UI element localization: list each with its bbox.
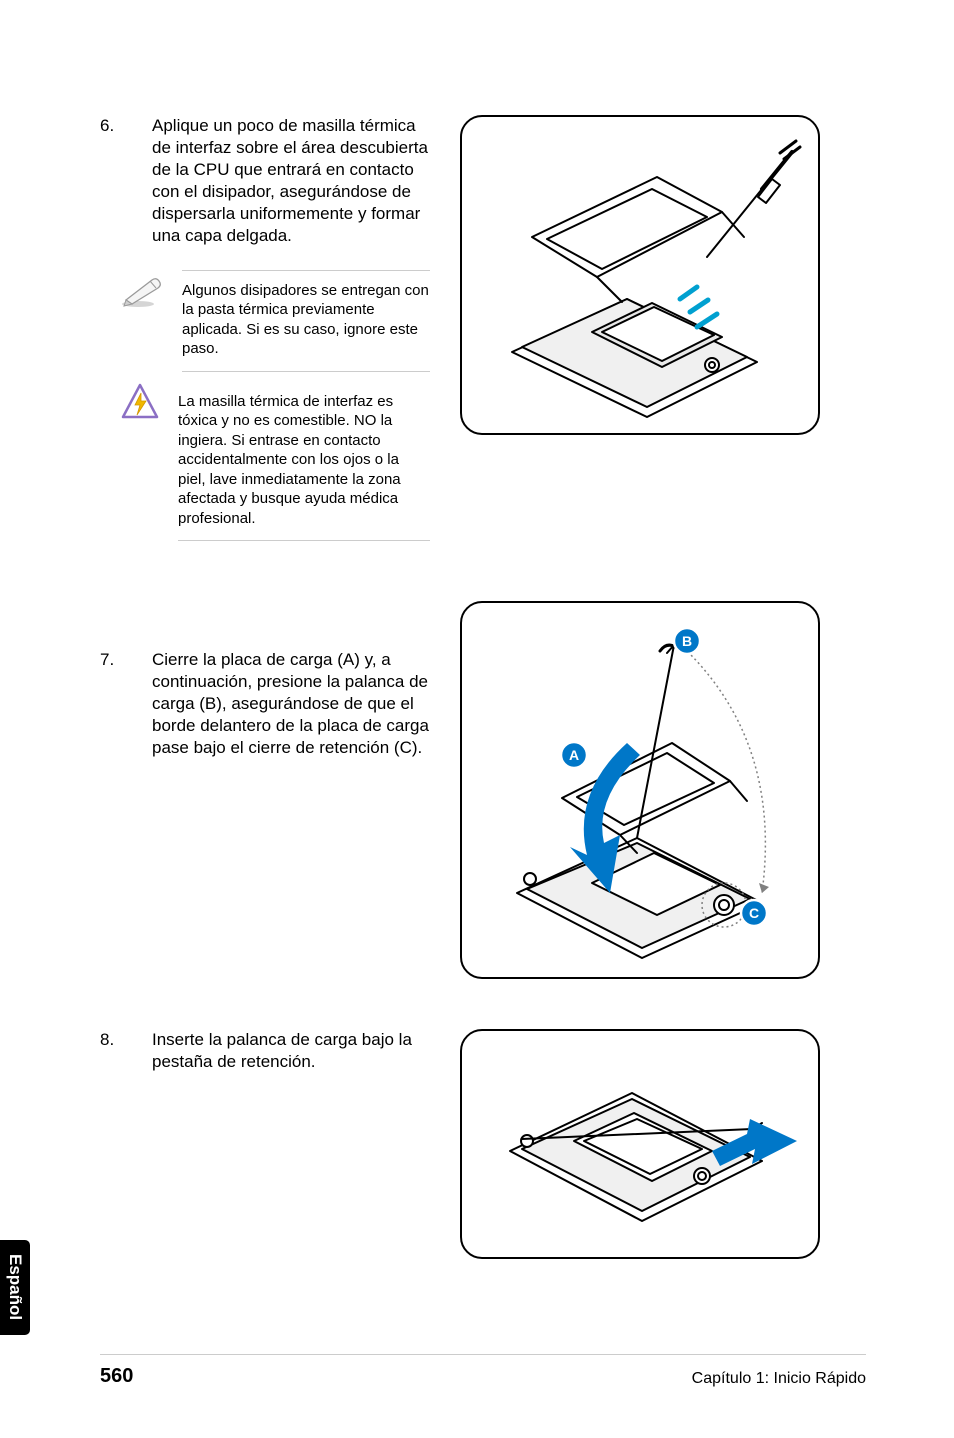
step-7-text: Cierre la placa de carga (A) y, a contin… xyxy=(152,649,430,759)
step-7-number: 7. xyxy=(100,649,124,759)
language-label: Español xyxy=(5,1254,25,1320)
label-a: A xyxy=(569,747,579,763)
note-callout: Algunos disipadores se entregan con la p… xyxy=(120,270,430,372)
page: 6. Aplique un poco de masilla térmica de… xyxy=(0,0,954,1438)
step-8-text: Inserte la palanca de carga bajo la pest… xyxy=(152,1029,430,1073)
step-7-row: 7. Cierre la placa de carga (A) y, a con… xyxy=(100,591,866,979)
lightning-icon xyxy=(120,382,160,422)
step-7-left: 7. Cierre la placa de carga (A) y, a con… xyxy=(100,591,430,979)
step-8-left: 8. Inserte la palanca de carga bajo la p… xyxy=(100,1029,430,1259)
diagram-1-col xyxy=(460,115,830,541)
step-8: 8. Inserte la palanca de carga bajo la p… xyxy=(100,1029,430,1073)
step-6: 6. Aplique un poco de masilla térmica de… xyxy=(100,115,430,248)
language-tab: Español xyxy=(0,1240,30,1335)
step-7: 7. Cierre la placa de carga (A) y, a con… xyxy=(100,649,430,759)
pencil-icon xyxy=(120,270,164,310)
step-6-row: 6. Aplique un poco de masilla térmica de… xyxy=(100,115,866,541)
close-load-plate-diagram: A B C xyxy=(460,601,820,979)
warning-callout: La masilla térmica de interfaz es tóxica… xyxy=(120,382,430,542)
step-8-number: 8. xyxy=(100,1029,124,1073)
label-c: C xyxy=(749,905,759,921)
step-6-text: Aplique un poco de masilla térmica de in… xyxy=(152,115,430,248)
lock-lever-diagram xyxy=(460,1029,820,1259)
diagram-2-col: A B C xyxy=(460,591,830,979)
page-footer: 560 Capítulo 1: Inicio Rápido xyxy=(100,1354,866,1388)
page-number: 560 xyxy=(100,1365,133,1388)
warning-text: La masilla térmica de interfaz es tóxica… xyxy=(178,382,430,542)
step-6-left: 6. Aplique un poco de masilla térmica de… xyxy=(100,115,430,541)
step-6-number: 6. xyxy=(100,115,124,248)
note-text: Algunos disipadores se entregan con la p… xyxy=(182,270,430,372)
chapter-label: Capítulo 1: Inicio Rápido xyxy=(692,1370,866,1388)
diagram-3-col xyxy=(460,1029,830,1259)
thermal-paste-diagram xyxy=(460,115,820,435)
step-8-row: 8. Inserte la palanca de carga bajo la p… xyxy=(100,1029,866,1259)
label-b: B xyxy=(682,633,692,649)
